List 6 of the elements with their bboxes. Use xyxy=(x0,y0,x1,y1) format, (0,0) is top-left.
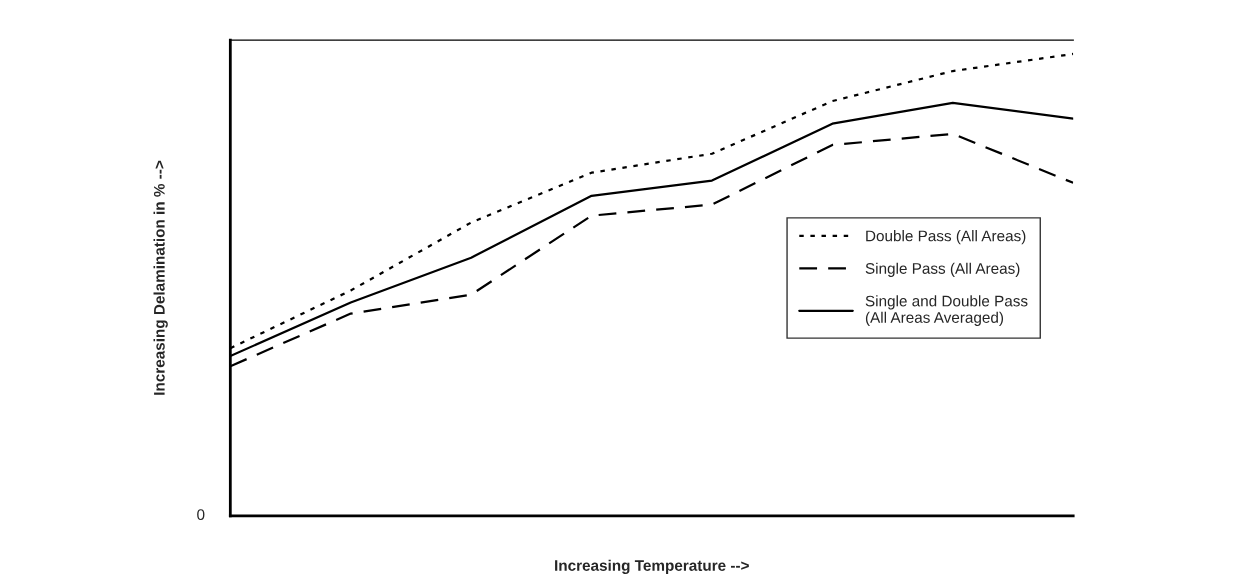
legend-label: Double Pass (All Areas) xyxy=(866,230,1026,245)
x-axis-title: Increasing Temperature --> xyxy=(555,559,749,574)
y-axis-title: Increasing Delamination in % --> xyxy=(153,160,168,395)
text: 0 xyxy=(197,509,205,521)
legend-label: Single Pass (All Areas) xyxy=(865,262,1020,277)
legend-label: Single and Double Pass (All Areas Averaged) xyxy=(865,295,1028,326)
